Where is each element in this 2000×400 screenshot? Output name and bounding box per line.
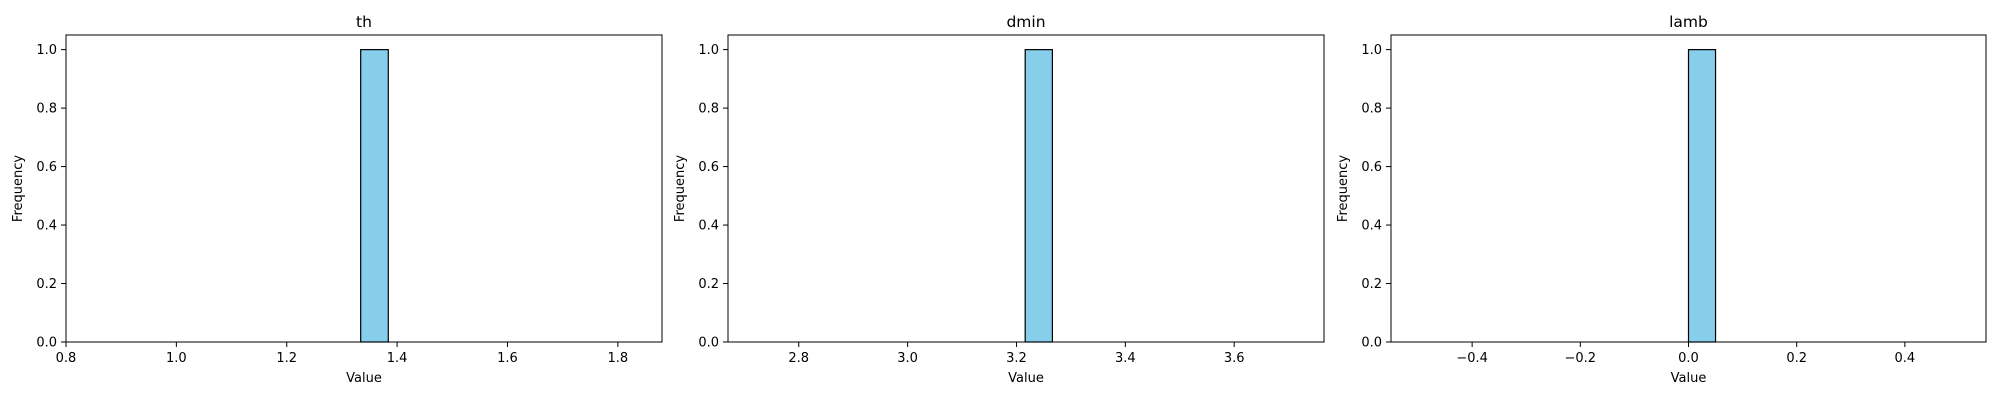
y-axis-label: Frequency [1336, 155, 1351, 222]
x-tick-label: −0.4 [1456, 351, 1488, 366]
x-tick-label: 3.0 [897, 351, 918, 366]
x-tick-label: 1.6 [497, 351, 518, 366]
x-tick-label: 3.4 [1115, 351, 1136, 366]
y-tick-label: 0.4 [1361, 219, 1382, 234]
chart-title: th [356, 13, 372, 31]
y-axis-label: Frequency [673, 155, 688, 222]
y-tick-label: 0.0 [698, 336, 719, 351]
x-tick-label: 1.8 [608, 351, 629, 366]
y-tick-label: 0.6 [36, 160, 57, 175]
x-tick-label: 3.6 [1224, 351, 1245, 366]
x-tick-label: 2.8 [788, 351, 809, 366]
y-tick-label: 0.0 [36, 336, 57, 351]
y-tick-label: 0.8 [1361, 102, 1382, 117]
x-tick-label: 1.0 [166, 351, 187, 366]
y-tick-label: 0.4 [698, 219, 719, 234]
histogram-bar [1024, 49, 1053, 343]
y-tick-label: 0.2 [698, 277, 719, 292]
x-axis-label: Value [1671, 371, 1707, 386]
x-axis-label: Value [1008, 371, 1044, 386]
x-tick-label: 0.8 [56, 351, 77, 366]
x-tick-label: −0.2 [1565, 351, 1597, 366]
y-tick-label: 0.6 [698, 160, 719, 175]
histogram-panel-2: 2.8 3.0 3.2 3.4 3.6 0.0 0.2 0.4 0.6 0.8 1.0 dmin Val… [673, 13, 1325, 386]
y-tick-label: 0.8 [36, 102, 57, 117]
y-tick-label: 0.2 [1361, 277, 1382, 292]
x-tick-label: 1.4 [387, 351, 408, 366]
histogram-panel-3: −0.4 −0.2 0.0 0.2 0.4 0.0 0.2 0.4 0.6 0.8 1.0 lamb V… [1336, 13, 1987, 386]
y-tick-label: 1.0 [1361, 43, 1382, 58]
x-axis-label: Value [346, 371, 382, 386]
y-tick-label: 1.0 [698, 43, 719, 58]
y-tick-label: 0.2 [36, 277, 57, 292]
y-tick-label: 0.0 [1361, 336, 1382, 351]
y-tick-label: 0.6 [1361, 160, 1382, 175]
histogram-bar [360, 49, 389, 343]
histogram-bar [1687, 49, 1717, 343]
histogram-panel-1: 0.8 1.0 1.2 1.4 1.6 1.8 0.0 0.2 0.4 0.6 0.8 1.0 th Va… [11, 13, 663, 386]
x-tick-label: 3.2 [1006, 351, 1027, 366]
y-tick-label: 0.8 [698, 102, 719, 117]
y-tick-label: 1.0 [36, 43, 57, 58]
chart-title: dmin [1006, 13, 1045, 31]
plot-frame [727, 34, 1325, 343]
x-tick-label: 0.2 [1786, 351, 1807, 366]
x-tick-label: 0.0 [1678, 351, 1699, 366]
x-tick-label: 0.4 [1895, 351, 1916, 366]
chart-title: lamb [1669, 13, 1708, 31]
x-tick-label: 1.2 [276, 351, 297, 366]
plot-frame [65, 34, 663, 343]
y-axis-label: Frequency [11, 155, 26, 222]
y-tick-label: 0.4 [36, 219, 57, 234]
